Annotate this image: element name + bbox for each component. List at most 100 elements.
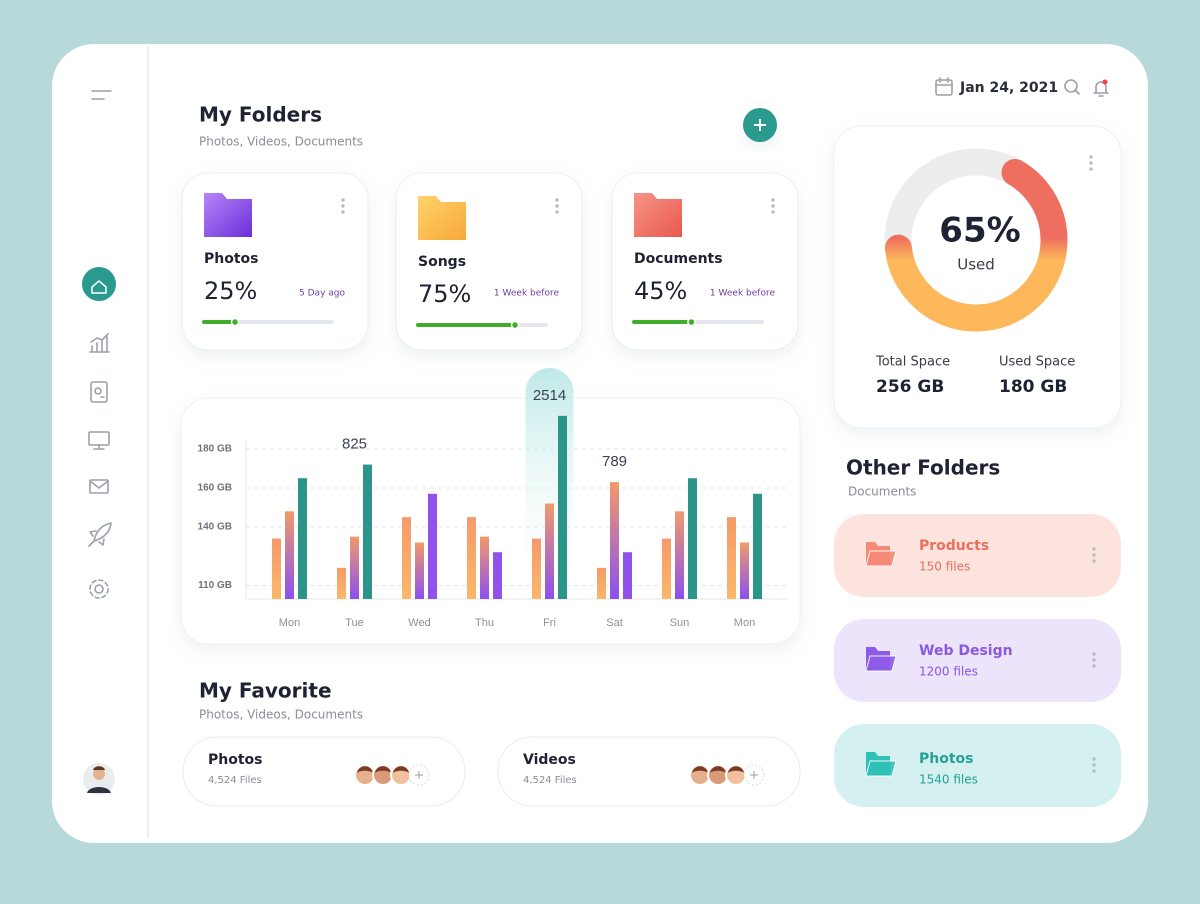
bar — [480, 536, 489, 599]
folder-updated: 1 Week before — [710, 289, 776, 299]
dot — [771, 210, 775, 214]
used-label: Used Space — [999, 355, 1075, 370]
total-label: Total Space — [875, 355, 950, 370]
home-icon — [91, 280, 107, 294]
progress-knob — [510, 320, 520, 330]
folder-icon — [634, 193, 682, 237]
bar — [675, 511, 684, 599]
folder-row[interactable] — [834, 724, 1121, 807]
dot — [1092, 763, 1096, 767]
bar — [428, 493, 437, 599]
x-tick-label: Sat — [606, 617, 623, 629]
nav-analytics[interactable] — [89, 333, 110, 353]
more-button[interactable] — [1089, 155, 1093, 171]
user-avatar[interactable] — [83, 763, 115, 795]
dot — [1092, 769, 1096, 773]
bar — [532, 538, 541, 599]
more-button[interactable] — [1092, 757, 1096, 773]
favorite-count: 4,524 Files — [208, 775, 262, 786]
section-title: My Favorite — [199, 679, 332, 703]
folder-count: 150 files — [919, 560, 970, 574]
x-tick-label: Sun — [670, 617, 690, 629]
bar — [597, 567, 606, 599]
search-button[interactable] — [1064, 79, 1080, 95]
folder-row[interactable] — [834, 514, 1121, 597]
bar — [623, 552, 632, 599]
nav-reports[interactable] — [90, 381, 108, 403]
progress-fill — [632, 320, 692, 324]
date: Jan 24, 2021 — [959, 80, 1058, 96]
annotation: 825 — [342, 436, 367, 453]
total-value: 256 GB — [876, 377, 944, 397]
dot — [341, 210, 345, 214]
bar — [415, 542, 424, 599]
dot — [1092, 757, 1096, 761]
bar — [740, 542, 749, 599]
folder-percent: 75% — [418, 280, 471, 308]
folder-name: Documents — [634, 251, 723, 267]
nav-monitor[interactable] — [88, 431, 110, 450]
dot — [1092, 553, 1096, 557]
calendar-icon — [935, 77, 953, 96]
donut-used — [884, 158, 1068, 332]
folder-percent: 25% — [204, 277, 257, 305]
dot — [1092, 652, 1096, 656]
bar — [493, 552, 502, 599]
dot — [1092, 664, 1096, 668]
nav-settings[interactable] — [89, 579, 109, 599]
folder-percent: 45% — [634, 277, 687, 305]
more-button[interactable] — [1092, 547, 1096, 563]
folder-icon-front — [865, 760, 897, 777]
dot — [771, 198, 775, 202]
favorite-card[interactable] — [182, 736, 466, 807]
nav-mail[interactable] — [89, 479, 109, 494]
dot — [555, 204, 559, 208]
folder-count: 1200 files — [919, 665, 978, 679]
menu-button[interactable] — [91, 90, 112, 100]
bar — [337, 567, 346, 599]
folder-count: 1540 files — [919, 773, 978, 787]
folder-name: Web Design — [919, 643, 1013, 659]
notification-button[interactable] — [1093, 79, 1109, 97]
more-button[interactable] — [1092, 652, 1096, 668]
progress-knob — [687, 317, 696, 327]
favorite-name: Videos — [523, 752, 576, 768]
more-button[interactable] — [341, 198, 345, 214]
bar — [727, 517, 736, 599]
dot — [771, 204, 775, 208]
bar — [350, 536, 359, 599]
avatar-hair — [393, 766, 409, 773]
add-icon — [750, 771, 758, 779]
dot — [1092, 658, 1096, 662]
section-title: My Folders — [199, 103, 322, 127]
nav-home[interactable] — [82, 267, 116, 301]
section-subtitle: Documents — [848, 485, 916, 499]
y-tick-label: 180 GB — [198, 444, 232, 455]
folder-updated: 1 Week before — [494, 289, 560, 299]
bar — [285, 511, 294, 599]
folder-name: Products — [919, 538, 989, 554]
bar — [402, 517, 411, 599]
nav-launch[interactable] — [88, 522, 112, 547]
x-tick-label: Fri — [543, 617, 556, 629]
more-button[interactable] — [555, 198, 559, 214]
folder-icon-front — [865, 655, 897, 672]
folder-name: Songs — [418, 254, 466, 270]
folder-name: Photos — [919, 751, 974, 767]
progress-fill — [416, 323, 515, 327]
y-tick-label: 160 GB — [198, 483, 232, 494]
avatar-hair — [692, 766, 708, 773]
dot — [1092, 559, 1096, 563]
avatar-hair — [375, 766, 391, 773]
bar — [363, 464, 372, 599]
favorite-card[interactable] — [497, 736, 801, 807]
bar — [467, 517, 476, 599]
annotation: 2514 — [533, 387, 566, 404]
bar — [298, 478, 307, 599]
add-folder-button[interactable] — [743, 108, 777, 142]
more-button[interactable] — [771, 198, 775, 214]
folder-row[interactable] — [834, 619, 1121, 702]
avatar-hair — [357, 766, 373, 773]
folder-updated: 5 Day ago — [299, 289, 345, 299]
